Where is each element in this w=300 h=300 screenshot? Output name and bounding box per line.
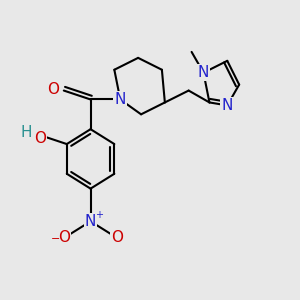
Text: O: O <box>58 230 70 245</box>
Text: O: O <box>111 230 123 245</box>
Text: H: H <box>20 125 32 140</box>
Text: O: O <box>34 131 46 146</box>
Text: +: + <box>95 210 104 220</box>
Text: N: N <box>115 92 126 107</box>
Text: N: N <box>85 214 96 229</box>
Text: N: N <box>222 98 233 113</box>
Text: N: N <box>198 65 209 80</box>
Text: O: O <box>47 82 59 97</box>
Text: −: − <box>51 234 60 244</box>
